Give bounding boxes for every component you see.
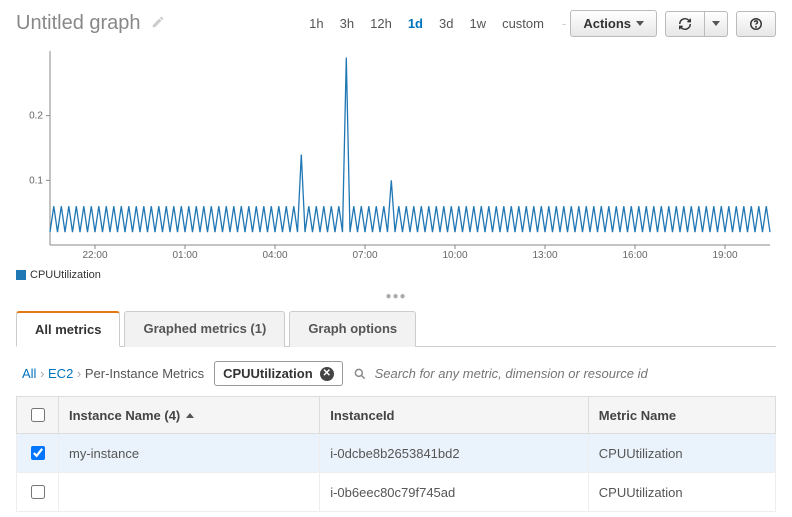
column-label: InstanceId <box>330 408 394 423</box>
chevron-right-icon: › <box>73 366 85 381</box>
tabs-bar: All metricsGraphed metrics (1)Graph opti… <box>16 310 776 347</box>
time-range-3d[interactable]: 3d <box>431 12 461 35</box>
row-checkbox[interactable] <box>31 485 45 499</box>
svg-text:16:00: 16:00 <box>622 250 647 261</box>
tab-graphed-metrics-1-[interactable]: Graphed metrics (1) <box>124 311 285 347</box>
close-icon[interactable]: ✕ <box>320 367 334 381</box>
header-bar: Untitled graph 1h3h12h1d3d1wcustom - Act… <box>0 0 792 45</box>
refresh-dropdown-button[interactable] <box>705 11 728 37</box>
svg-text:0.1: 0.1 <box>29 175 43 186</box>
table-cell: my-instance <box>59 434 320 473</box>
chevron-right-icon: › <box>36 366 48 381</box>
select-all-header <box>17 397 59 434</box>
svg-text:0.2: 0.2 <box>29 111 43 122</box>
table-cell: i-0b6eec80c79f745ad <box>320 473 589 512</box>
column-header[interactable]: Instance Name (4) <box>59 397 320 434</box>
column-header[interactable]: InstanceId <box>320 397 589 434</box>
search-icon <box>353 367 367 381</box>
actions-label: Actions <box>583 16 631 31</box>
legend-swatch <box>16 270 26 280</box>
filter-pill[interactable]: CPUUtilization ✕ <box>214 361 343 386</box>
svg-text:19:00: 19:00 <box>712 250 737 261</box>
column-label: Metric Name <box>599 408 676 423</box>
breadcrumb-current: Per-Instance Metrics <box>85 366 204 381</box>
svg-text:01:00: 01:00 <box>172 250 197 261</box>
time-range-1h[interactable]: 1h <box>301 12 331 35</box>
breadcrumb-ec2[interactable]: EC2 <box>48 366 73 381</box>
select-all-checkbox[interactable] <box>31 408 45 422</box>
actions-button[interactable]: Actions <box>570 10 657 37</box>
sort-asc-icon <box>186 413 194 418</box>
line-chart[interactable]: 0.1 0.2 22:00 01:00 04:00 07:00 10:00 13:00 16:0… <box>16 45 776 265</box>
time-range-12h[interactable]: 12h <box>362 12 400 35</box>
search-wrap <box>353 365 774 382</box>
table-cell: CPUUtilization <box>588 434 775 473</box>
time-range-1d[interactable]: 1d <box>400 12 431 35</box>
table-row[interactable]: i-0b6eec80c79f745adCPUUtilization <box>17 473 776 512</box>
refresh-button[interactable] <box>665 11 705 37</box>
column-label: Instance Name (4) <box>69 408 180 423</box>
graph-title[interactable]: Untitled graph <box>16 12 141 35</box>
row-checkbox[interactable] <box>31 446 45 460</box>
time-range-custom[interactable]: custom <box>494 12 552 35</box>
svg-text:07:00: 07:00 <box>352 250 377 261</box>
breadcrumb: All › EC2 › Per-Instance Metrics <box>22 366 204 381</box>
column-header[interactable]: Metric Name <box>588 397 775 434</box>
metrics-table: Instance Name (4) InstanceId Metric Name m… <box>16 396 776 512</box>
breadcrumb-all[interactable]: All <box>22 366 36 381</box>
svg-text:13:00: 13:00 <box>532 250 557 261</box>
breadcrumb-row: All › EC2 › Per-Instance Metrics CPUUtil… <box>0 347 792 396</box>
chart-area: 0.1 0.2 22:00 01:00 04:00 07:00 10:00 13:00 16:0… <box>0 45 792 265</box>
resize-handle[interactable]: ●●● <box>0 287 792 310</box>
table-cell <box>59 473 320 512</box>
search-input[interactable] <box>373 365 774 382</box>
time-range-3h[interactable]: 3h <box>332 12 362 35</box>
time-range-selector: 1h3h12h1d3d1wcustom <box>301 12 552 35</box>
caret-down-icon <box>712 21 720 26</box>
svg-text:22:00: 22:00 <box>82 250 107 261</box>
tab-graph-options[interactable]: Graph options <box>289 311 416 347</box>
table-cell: i-0dcbe8b2653841bd2 <box>320 434 589 473</box>
help-button[interactable] <box>736 11 776 37</box>
legend-label: CPUUtilization <box>30 269 101 281</box>
table-cell: CPUUtilization <box>588 473 775 512</box>
table-row[interactable]: my-instancei-0dcbe8b2653841bd2CPUUtiliza… <box>17 434 776 473</box>
chart-legend: CPUUtilization <box>0 265 792 287</box>
edit-title-icon[interactable] <box>151 15 165 32</box>
filter-pill-label: CPUUtilization <box>223 366 313 381</box>
refresh-button-group <box>665 11 728 37</box>
caret-down-icon <box>636 21 644 26</box>
svg-text:10:00: 10:00 <box>442 250 467 261</box>
separator: - <box>562 16 566 31</box>
svg-text:04:00: 04:00 <box>262 250 287 261</box>
tab-all-metrics[interactable]: All metrics <box>16 311 120 347</box>
time-range-1w[interactable]: 1w <box>461 12 494 35</box>
